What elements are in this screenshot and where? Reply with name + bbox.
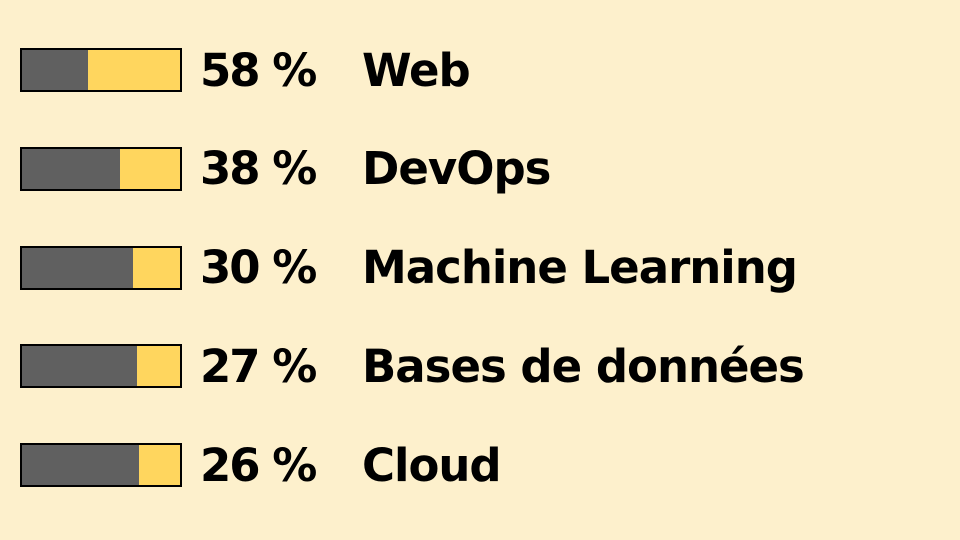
- category-label: Bases de données: [362, 339, 805, 393]
- value-label: 58 %: [200, 43, 317, 97]
- bar-row: 30 % Machine Learning: [20, 241, 798, 294]
- bar-fill: [22, 148, 120, 189]
- category-label: DevOps: [362, 142, 551, 196]
- bar-fill: [22, 445, 139, 485]
- bar-fill: [22, 50, 88, 90]
- bar-row: 58 % Web: [20, 43, 471, 97]
- category-label: Web: [362, 43, 471, 97]
- bar-remainder: [88, 50, 180, 90]
- bar-row: 27 % Bases de données: [20, 339, 805, 393]
- bar-row: 38 % DevOps: [20, 142, 551, 196]
- value-label: 38 %: [200, 142, 317, 196]
- category-label: Cloud: [362, 438, 502, 492]
- bar-row: 26 % Cloud: [20, 438, 502, 492]
- bar-track: [20, 48, 182, 92]
- value-label: 26 %: [200, 438, 317, 492]
- bar-remainder: [139, 445, 180, 485]
- bar-remainder: [137, 346, 180, 387]
- bar-fill: [22, 247, 133, 288]
- bar-track: [20, 245, 182, 290]
- bar-remainder: [120, 148, 180, 189]
- bar-track: [20, 146, 182, 191]
- bar-fill: [22, 346, 137, 387]
- value-label: 30 %: [200, 241, 317, 294]
- bar-remainder: [133, 247, 180, 288]
- bar-track: [20, 443, 182, 487]
- category-label: Machine Learning: [362, 241, 798, 294]
- value-label: 27 %: [200, 339, 317, 393]
- bar-track: [20, 344, 182, 389]
